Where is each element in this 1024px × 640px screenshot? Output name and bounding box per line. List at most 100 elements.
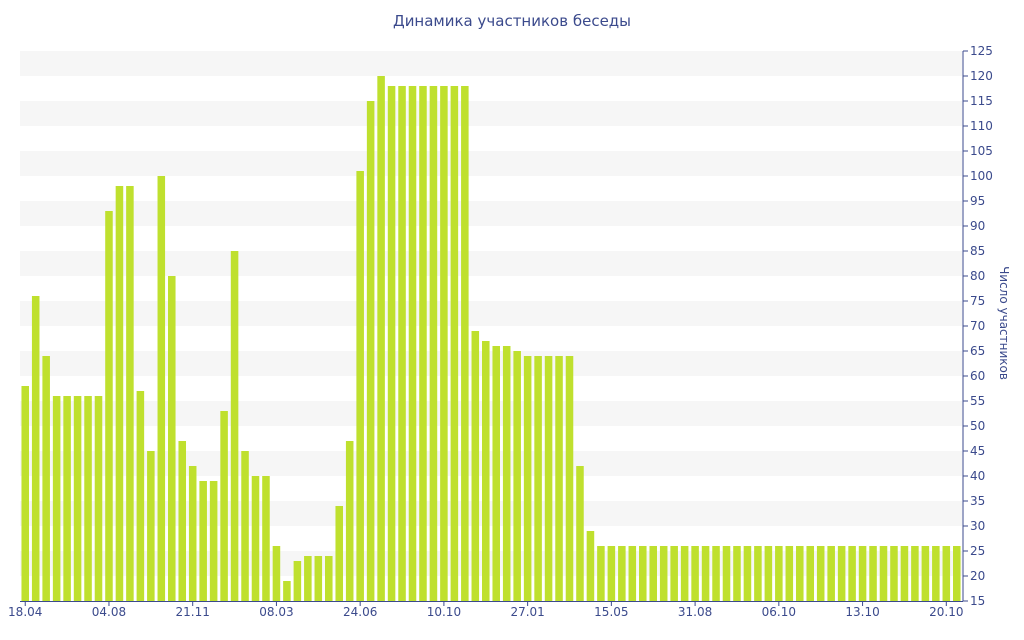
bar-85	[911, 546, 919, 601]
bar-27	[304, 556, 312, 601]
y-tick-label: 90	[970, 219, 985, 233]
chart-title: Динамика участников беседы	[392, 12, 632, 30]
x-tick-label: 15.05	[594, 605, 628, 619]
bar-51	[555, 356, 563, 601]
bar-13	[157, 176, 166, 601]
grid-bands	[20, 51, 962, 576]
bar-14	[168, 276, 176, 601]
bar-24	[272, 546, 281, 601]
bar-31	[345, 441, 354, 601]
bar-11	[136, 391, 145, 601]
x-tick-label: 04.08	[92, 605, 126, 619]
bar-0	[21, 386, 30, 601]
bar-61	[659, 546, 668, 601]
y-tick-label: 110	[970, 119, 993, 133]
y-tick-label: 75	[970, 294, 985, 308]
bar-68	[733, 546, 741, 601]
bar-34	[377, 76, 385, 601]
bar-28	[314, 556, 323, 601]
y-tick-label: 125	[970, 44, 993, 58]
bar-20	[230, 251, 239, 601]
bar-23	[262, 476, 270, 601]
grid-band-10	[20, 551, 962, 576]
bar-66	[712, 546, 720, 601]
y-tick-label: 85	[970, 244, 985, 258]
bar-35	[387, 86, 396, 601]
y-tick-label: 65	[970, 344, 985, 358]
bar-48	[523, 356, 532, 601]
bar-46	[502, 346, 511, 601]
grid-band-2	[20, 151, 962, 176]
bar-88	[942, 546, 951, 601]
bar-18	[209, 481, 218, 601]
bar-26	[293, 561, 302, 601]
y-tick-label: 20	[970, 569, 985, 583]
bar-77	[827, 546, 835, 601]
bar-3	[52, 396, 61, 601]
bar-54	[586, 531, 595, 601]
y-tick-label: 45	[970, 444, 985, 458]
x-tick-label: 08.03	[259, 605, 293, 619]
bar-39	[429, 86, 438, 601]
bar-58	[628, 546, 637, 601]
bar-83	[890, 546, 898, 601]
bars	[21, 76, 961, 601]
bar-87	[932, 546, 940, 601]
y-tick-label: 100	[970, 169, 993, 183]
x-tick-label: 18.04	[8, 605, 42, 619]
bar-49	[534, 356, 542, 601]
bar-72	[775, 546, 783, 601]
grid-band-3	[20, 201, 962, 226]
x-tick-label: 31.08	[678, 605, 712, 619]
x-axis: 18.04 04.08 21.11 08.03 24.06 10.10 27.01 15.05…	[8, 601, 963, 619]
y-tick-label: 80	[970, 269, 985, 283]
y-tick-label: 120	[970, 69, 993, 83]
bar-63	[680, 546, 689, 601]
bar-9	[115, 186, 124, 601]
bar-8	[105, 211, 113, 601]
bar-69	[743, 546, 752, 601]
bar-74	[796, 546, 804, 601]
bar-38	[419, 86, 427, 601]
bar-7	[94, 396, 103, 601]
grid-band-8	[20, 451, 962, 476]
x-tick-label: 27.01	[510, 605, 544, 619]
bar-60	[649, 546, 658, 601]
bar-57	[618, 546, 626, 601]
bar-37	[408, 86, 417, 601]
bar-45	[492, 346, 501, 601]
y-tick-label: 60	[970, 369, 985, 383]
grid-band-7	[20, 401, 962, 426]
y-tick-label: 50	[970, 419, 985, 433]
y-tick-label: 25	[970, 544, 985, 558]
bar-15	[178, 441, 187, 601]
bar-44	[482, 341, 490, 601]
y-tick-label: 40	[970, 469, 985, 483]
grid-band-6	[20, 351, 962, 376]
y-axis-label: Число участников	[997, 266, 1011, 380]
x-tick-label: 13.10	[845, 605, 879, 619]
bar-5	[73, 396, 82, 601]
y-tick-label: 55	[970, 394, 985, 408]
bar-50	[544, 356, 553, 601]
bar-4	[63, 396, 71, 601]
bar-80	[858, 546, 867, 601]
bar-43	[471, 331, 480, 601]
grid-band-5	[20, 301, 962, 326]
x-tick-label: 21.11	[176, 605, 210, 619]
bar-40	[440, 86, 448, 601]
grid-band-9	[20, 501, 962, 526]
bar-29	[325, 556, 333, 601]
bar-30	[335, 506, 344, 601]
y-axis: 15 20 25 30 35 40 45 50 55 60 65 70 75 80 85 90 95 100 105…	[962, 44, 993, 608]
bar-84	[900, 546, 909, 601]
bar-16	[188, 466, 197, 601]
bar-86	[921, 546, 930, 601]
y-tick-label: 15	[970, 594, 985, 608]
bar-41	[450, 86, 459, 601]
bar-19	[220, 411, 228, 601]
bar-65	[701, 546, 710, 601]
bar-55	[597, 546, 605, 601]
x-tick-label: 24.06	[343, 605, 377, 619]
y-tick-label: 115	[970, 94, 993, 108]
